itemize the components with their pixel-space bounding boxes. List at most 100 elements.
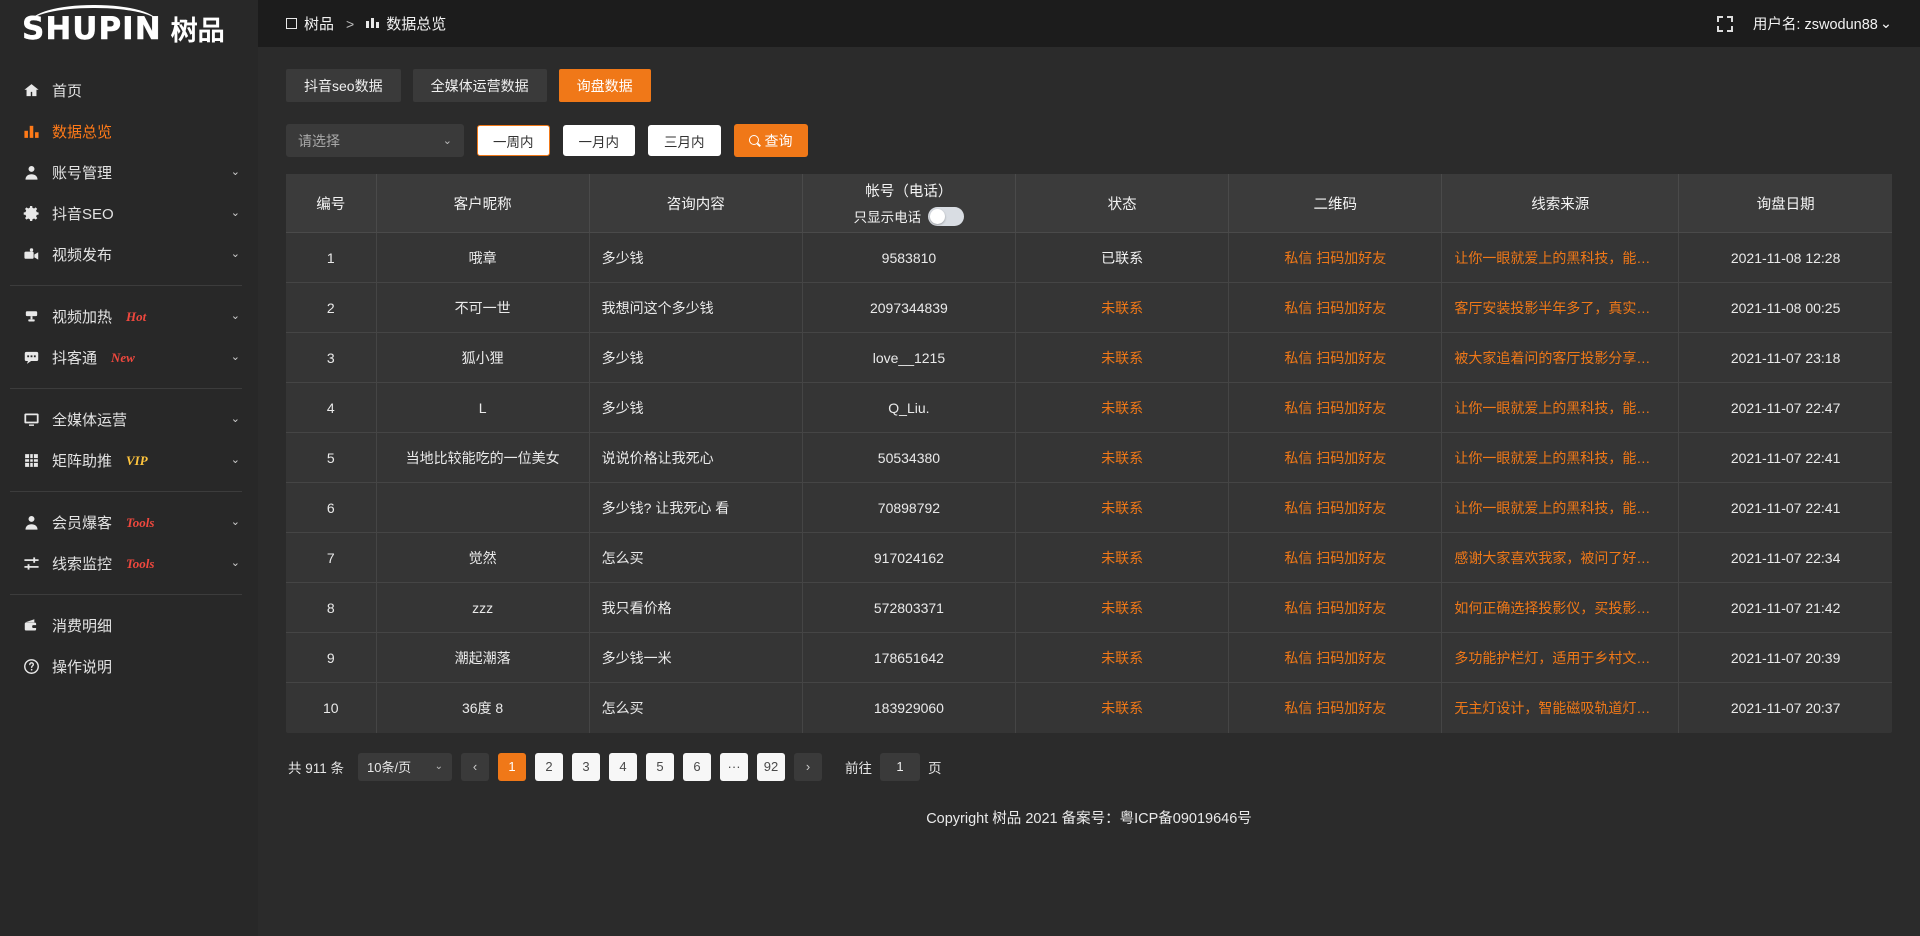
sidebar-item-3[interactable]: 抖音SEO ⌄ [0, 193, 258, 234]
source-link[interactable]: 客厅安装投影半年多了，真实… [1441, 282, 1680, 333]
cell-date: 2021-11-07 22:34 [1678, 532, 1892, 583]
account-select[interactable]: 请选择 ⌄ [286, 124, 464, 157]
qrcode-link[interactable]: 私信 扫码加好友 [1228, 632, 1443, 683]
bar-chart-icon [20, 123, 42, 141]
qrcode-link[interactable]: 私信 扫码加好友 [1228, 382, 1443, 433]
brand-logo[interactable]: SHUPIN 树品 [0, 0, 258, 58]
chat-icon [20, 349, 42, 367]
qrcode-link[interactable]: 私信 扫码加好友 [1228, 432, 1443, 483]
sidebar-item-6[interactable]: 抖客通 New ⌄ [0, 337, 258, 378]
tab-1[interactable]: 全媒体运营数据 [412, 69, 547, 102]
qrcode-link[interactable]: 私信 扫码加好友 [1228, 232, 1443, 283]
source-link[interactable]: 让你一眼就爱上的黑科技，能… [1441, 232, 1680, 283]
fullscreen-icon[interactable] [1716, 15, 1733, 32]
range-button-2[interactable]: 三月内 [648, 125, 721, 156]
sidebar-item-label: 抖客通 [52, 350, 98, 367]
sidebar-item-11[interactable]: 消费明细 [0, 605, 258, 646]
col-source: 线索来源 [1441, 174, 1680, 233]
table-row: 4 L 多少钱 Q_Liu. 未联系 私信 扫码加好友 让你一眼就爱上的黑科技，能… 2021… [286, 382, 1892, 433]
wallet-icon [20, 617, 42, 635]
qrcode-link[interactable]: 私信 扫码加好友 [1228, 482, 1443, 533]
page-content: 抖音seo数据 全媒体运营数据 询盘数据 请选择 ⌄ 一周内 一月内 三月内 查询 [258, 47, 1920, 936]
cell-no: 8 [286, 582, 377, 633]
status-badge: 未联系 [1015, 382, 1230, 433]
sidebar-item-0[interactable]: 首页 [0, 70, 258, 111]
page-button-1[interactable]: 1 [498, 752, 527, 781]
source-link[interactable]: 让你一眼就爱上的黑科技，能… [1441, 482, 1680, 533]
page-button-92[interactable]: 92 [757, 752, 786, 781]
page-button-5[interactable]: 5 [646, 752, 675, 781]
sidebar-item-label: 全媒体运营 [52, 412, 128, 429]
footer: Copyright 树品 2021 备案号：粤ICP备09019646号 [286, 781, 1892, 855]
page-button-2[interactable]: 2 [535, 752, 564, 781]
qrcode-link[interactable]: 私信 扫码加好友 [1228, 282, 1443, 333]
source-link[interactable]: 感谢大家喜欢我家，被问了好… [1441, 532, 1680, 583]
sidebar-item-7[interactable]: 全媒体运营 ⌄ [0, 399, 258, 440]
sidebar-item-10[interactable]: 线索监控 Tools ⌄ [0, 543, 258, 584]
cell-account: 2097344839 [802, 282, 1017, 333]
qrcode-link[interactable]: 私信 扫码加好友 [1228, 682, 1443, 733]
cell-date: 2021-11-08 12:28 [1678, 232, 1892, 283]
sidebar-item-9[interactable]: 会员爆客 Tools ⌄ [0, 502, 258, 543]
sidebar-item-badge: Tools [126, 555, 155, 571]
goto-input[interactable] [880, 752, 921, 781]
cell-nickname: 觉然 [376, 532, 590, 583]
cell-account: 183929060 [802, 682, 1017, 733]
qrcode-link[interactable]: 私信 扫码加好友 [1228, 532, 1443, 583]
sidebar-item-12[interactable]: 操作说明 [0, 646, 258, 687]
phone-only-toggle[interactable] [928, 206, 965, 226]
search-button[interactable]: 查询 [733, 124, 808, 157]
col-status: 状态 [1015, 174, 1230, 233]
cell-no: 9 [286, 632, 377, 683]
page-button-4[interactable]: 4 [609, 752, 638, 781]
cell-date: 2021-11-07 20:37 [1730, 699, 1841, 716]
source-link[interactable]: 被大家追着问的客厅投影分享… [1441, 332, 1680, 383]
source-link[interactable]: 让你一眼就爱上的黑科技，能… [1441, 432, 1680, 483]
tab-2[interactable]: 询盘数据 [558, 69, 651, 102]
status-badge: 未联系 [1015, 582, 1230, 633]
prev-page-button[interactable]: ‹ [461, 752, 490, 781]
tab-0[interactable]: 抖音seo数据 [286, 69, 401, 102]
breadcrumb-current[interactable]: 数据总览 [366, 13, 446, 34]
sidebar-item-label: 视频加热 [52, 309, 113, 326]
cell-no: 2 [286, 282, 377, 333]
table-row: 7 觉然 怎么买 917024162 未联系 私信 扫码加好友 感谢大家喜欢我家，被问了好…… [286, 532, 1892, 583]
sidebar-item-4[interactable]: 视频发布 ⌄ [0, 234, 258, 275]
sidebar-nav: 首页 数据总览 账号管理 ⌄ 抖音SEO ⌄ 视频发布 ⌄ 视频加热 Hot ⌄ 抖客通 New ⌄ 全媒体… [0, 58, 258, 687]
page-size-select[interactable]: 10条/页 ⌄ [358, 752, 453, 781]
table-row: 2 不可一世 我想问这个多少钱 2097344839 未联系 私信 扫码加好友 客厅安装投影… [286, 282, 1892, 333]
source-link[interactable]: 让你一眼就爱上的黑科技，能… [1441, 382, 1680, 433]
cell-content: 怎么买 [589, 682, 803, 733]
phone-only-label: 只显示电话 [853, 210, 922, 225]
qrcode-link[interactable]: 私信 扫码加好友 [1228, 582, 1443, 633]
source-link[interactable]: 如何正确选择投影仪，买投影… [1441, 582, 1680, 633]
filter-bar: 请选择 ⌄ 一周内 一月内 三月内 查询 [286, 124, 1892, 157]
page-button-3[interactable]: 3 [572, 752, 601, 781]
source-link[interactable]: 多功能护栏灯，适用于乡村文… [1441, 632, 1680, 683]
sidebar-item-badge: VIP [126, 452, 148, 468]
page-ellipsis[interactable]: ··· [720, 752, 749, 781]
sidebar-item-1[interactable]: 数据总览 [0, 111, 258, 152]
sidebar-item-8[interactable]: 矩阵助推 VIP ⌄ [0, 440, 258, 481]
sidebar-item-label: 消费明细 [52, 618, 113, 635]
next-page-button[interactable]: › [794, 752, 823, 781]
range-buttons: 一周内 一月内 三月内 [477, 125, 721, 156]
breadcrumb-root[interactable]: 树品 [286, 13, 334, 34]
sidebar-item-2[interactable]: 账号管理 ⌄ [0, 152, 258, 193]
page-button-6[interactable]: 6 [683, 752, 712, 781]
col-no: 编号 [286, 174, 377, 233]
range-button-0[interactable]: 一周内 [477, 125, 550, 156]
cell-nickname: 哦章 [376, 232, 590, 283]
range-button-1[interactable]: 一月内 [562, 125, 635, 156]
breadcrumb-current-label: 数据总览 [386, 16, 447, 33]
qrcode-link[interactable]: 私信 扫码加好友 [1228, 332, 1443, 383]
cell-content: 多少钱 [589, 332, 803, 383]
inquiry-table-card: 编号 客户昵称 咨询内容 帐号（电话） 只显示电话 [286, 174, 1892, 733]
source-link[interactable]: 无主灯设计，智能磁吸轨道灯… [1441, 682, 1680, 733]
chevron-down-icon: ⌄ [230, 454, 240, 466]
goto-page: 前往 页 [845, 752, 942, 781]
user-menu[interactable]: 用户名: zswodun88 ⌄ [1753, 13, 1892, 34]
table-row: 10 36度 8 怎么买 183929060 未联系 私信 扫码加好友 无主灯设计，智能磁吸… [286, 682, 1892, 733]
logo-text-cn: 树品 [170, 15, 225, 46]
sidebar-item-5[interactable]: 视频加热 Hot ⌄ [0, 296, 258, 337]
